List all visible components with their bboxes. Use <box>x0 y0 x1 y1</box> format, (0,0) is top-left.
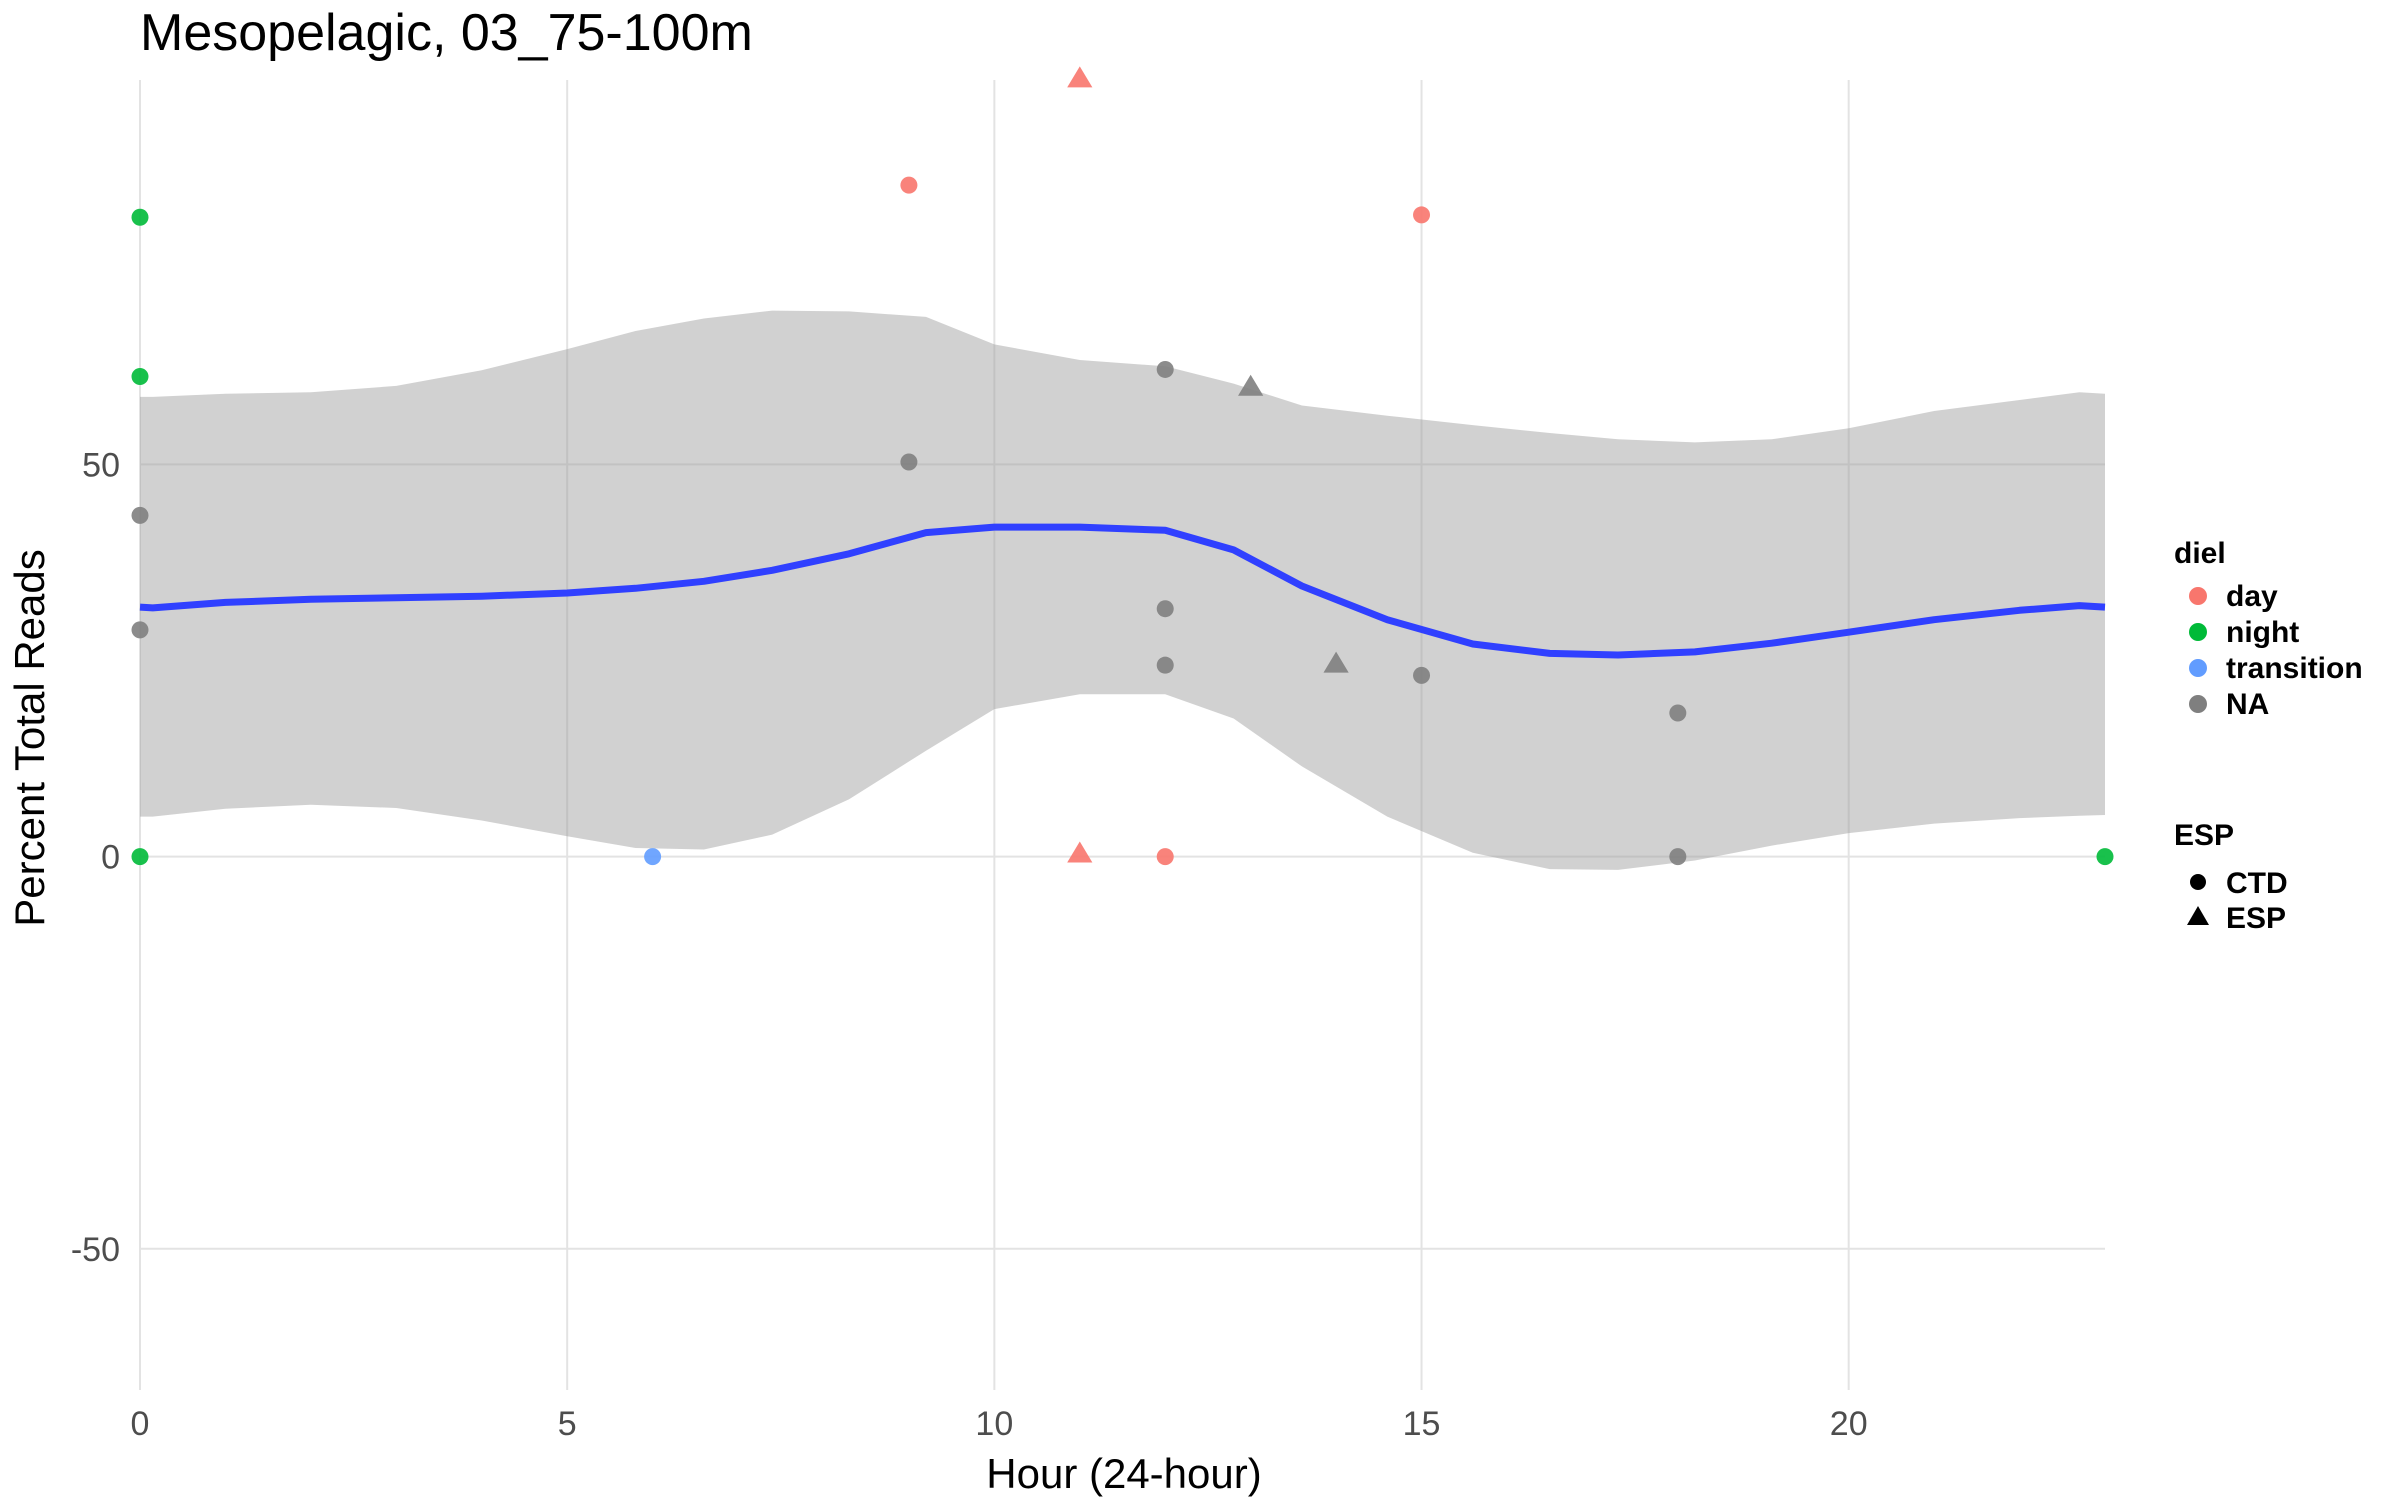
legend-key-esp <box>2187 906 2209 925</box>
data-point-circle <box>1413 206 1431 224</box>
data-point-circle <box>1669 704 1687 722</box>
data-point-circle <box>1156 848 1174 866</box>
data-point-circle <box>900 453 918 471</box>
data-point-circle <box>1413 666 1431 684</box>
legend-label-esp: ESP <box>2226 902 2286 935</box>
data-point-triangle <box>1067 66 1093 88</box>
legend-key-night <box>2189 623 2207 641</box>
legend-title-diel: diel <box>2174 537 2226 570</box>
legend-key-na <box>2189 695 2207 713</box>
legend-key-ctd <box>2190 874 2206 890</box>
x-tick-label: 20 <box>1830 1405 1868 1443</box>
legend-key-transition <box>2189 659 2207 677</box>
data-point-circle <box>131 368 149 386</box>
data-point-circle <box>131 208 149 226</box>
data-point-triangle <box>1323 651 1349 673</box>
data-point-circle <box>131 621 149 639</box>
data-point-circle <box>1156 656 1174 674</box>
axis-ticks: 0 5 10 15 20 -50 0 50 <box>71 446 1868 1443</box>
data-point-circle <box>1156 360 1174 378</box>
x-tick-label: 0 <box>131 1405 150 1443</box>
x-tick-label: 10 <box>975 1405 1013 1443</box>
x-tick-label: 15 <box>1403 1405 1441 1443</box>
data-point-circle <box>644 848 662 866</box>
data-point-circle <box>1156 600 1174 618</box>
confidence-band-area <box>140 310 2105 870</box>
chart-title: Mesopelagic, 03_75-100m <box>140 4 753 62</box>
x-tick-label: 5 <box>558 1405 577 1443</box>
y-tick-label: -50 <box>71 1231 120 1269</box>
y-axis-title: Percent Total Reads <box>6 549 53 926</box>
legend-label-transition: transition <box>2226 652 2363 685</box>
legend-label-day: day <box>2226 580 2278 613</box>
data-point-circle <box>131 506 149 524</box>
x-axis-title: Hour (24-hour) <box>986 1450 1261 1497</box>
grid-lines <box>139 80 2105 1390</box>
data-point-circle <box>2096 848 2114 866</box>
data-point-circle <box>900 176 918 194</box>
confidence-band <box>140 310 2105 870</box>
legend-label-night: night <box>2226 616 2299 649</box>
legend-label-na: NA <box>2226 688 2269 721</box>
smooth-line <box>139 523 2106 659</box>
legend-label-ctd: CTD <box>2226 867 2288 900</box>
data-point-triangle <box>1238 374 1264 396</box>
y-tick-label: 0 <box>101 839 120 877</box>
y-tick-label: 50 <box>82 446 120 484</box>
data-point-circle <box>1669 848 1687 866</box>
data-point-triangle <box>1067 841 1093 863</box>
data-point-circle <box>131 848 149 866</box>
data-points <box>131 66 2114 866</box>
legend-title-esp: ESP <box>2174 819 2234 852</box>
smooth-line-path <box>139 523 2106 659</box>
legend-key-day <box>2189 587 2207 605</box>
